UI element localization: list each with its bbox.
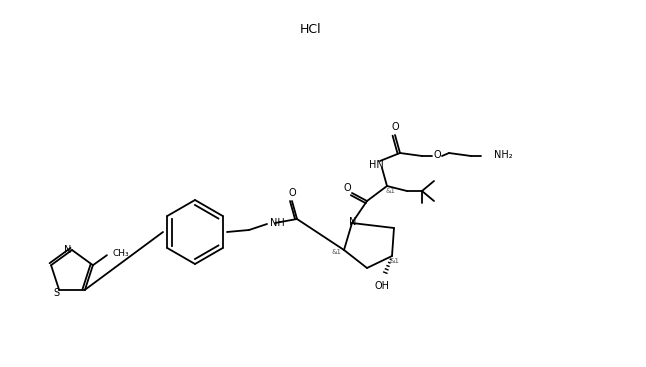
Text: N: N (349, 217, 357, 227)
Text: NH₂: NH₂ (494, 150, 513, 160)
Text: NH: NH (270, 218, 285, 228)
Text: O: O (391, 122, 399, 132)
Text: OH: OH (375, 281, 390, 291)
Text: O: O (433, 150, 441, 160)
Text: &1: &1 (385, 188, 395, 194)
Text: N: N (65, 245, 72, 255)
Text: O: O (288, 188, 296, 198)
Text: HCl: HCl (299, 23, 321, 36)
Text: CH₃: CH₃ (113, 249, 130, 258)
Text: HN: HN (369, 160, 383, 170)
Text: &1: &1 (390, 258, 400, 264)
Text: O: O (343, 183, 351, 193)
Text: &1: &1 (331, 249, 341, 255)
Text: S: S (53, 288, 59, 298)
